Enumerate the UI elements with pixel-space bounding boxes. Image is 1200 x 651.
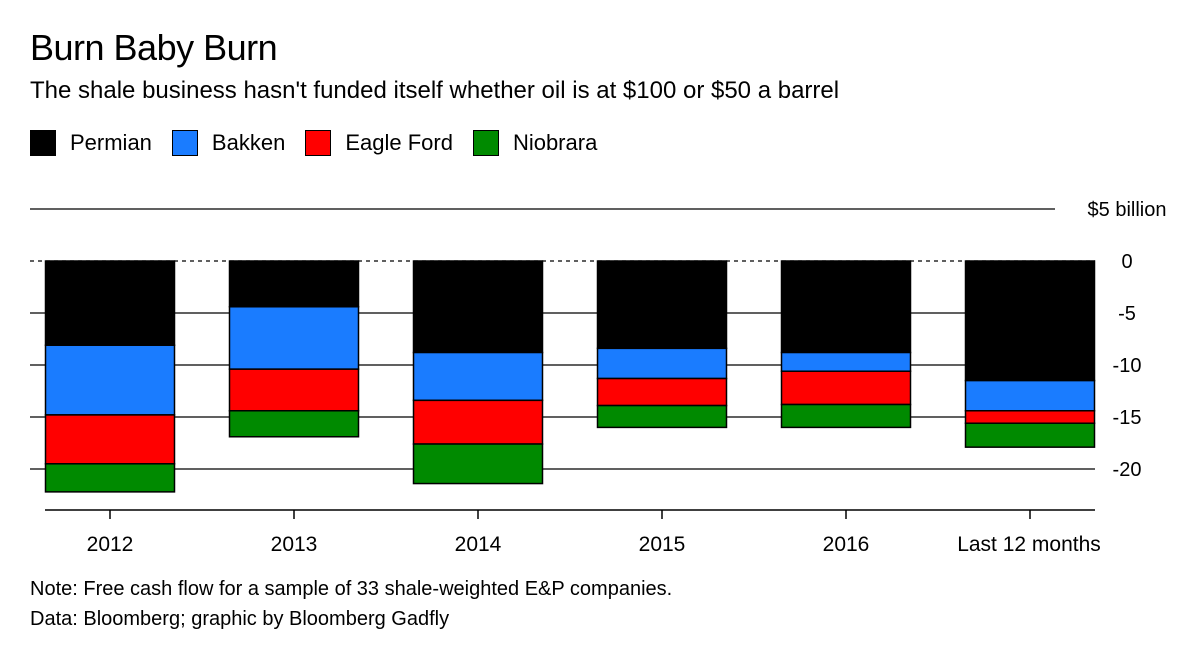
x-tick-label-2015: 2015	[639, 533, 686, 556]
bar-2013-niobrara	[228, 410, 360, 438]
bar-2012-niobrara	[44, 463, 176, 493]
bar-2012-bakken	[44, 344, 176, 416]
bar-2015-niobrara	[596, 404, 728, 429]
x-tick-label-2014: 2014	[455, 533, 502, 556]
legend-label-permian: Permian	[70, 130, 152, 155]
y-tick-label-10: -10	[1113, 355, 1142, 377]
legend-item-niobrara: Niobrara	[472, 128, 598, 158]
y-tick-label-5: -5	[1118, 303, 1136, 325]
bar-2013-bakken	[228, 306, 360, 370]
y-tick-label-20: -20	[1113, 459, 1142, 481]
legend-label-niobrara: Niobrara	[512, 130, 598, 155]
note-text: Note: Free cash flow for a sample of 33 …	[30, 578, 673, 600]
bar-2014-niobrara	[412, 443, 544, 485]
x-tick-label-2013: 2013	[271, 533, 318, 556]
source-text: Data: Bloomberg; graphic by Bloomberg Ga…	[30, 608, 450, 630]
y-tick-label-5-billion: $5 billion	[1088, 199, 1167, 221]
y-tick-label-0: 0	[1121, 251, 1132, 273]
bar-2016-niobrara	[780, 403, 912, 429]
legend-swatch-permian	[30, 130, 56, 156]
chart-notes: Note: Free cash flow for a sample of 33 …	[30, 574, 672, 634]
bar-2012-eagle-ford	[44, 414, 176, 465]
legend-swatch-eagle-ford	[305, 130, 332, 156]
bar-last-12-months-permian	[964, 260, 1096, 382]
bar-2016-permian	[780, 260, 912, 354]
bar-2016-bakken	[780, 351, 912, 372]
bar-2012-permian	[44, 260, 176, 346]
legend-swatch-bakken	[171, 130, 198, 156]
legend-swatch-niobrara	[472, 130, 499, 156]
x-tick-label-2016: 2016	[823, 533, 870, 556]
bar-2015-permian	[596, 260, 728, 350]
bar-2013-permian	[228, 260, 360, 308]
bar-last-12-months-niobrara	[964, 422, 1096, 448]
chart-subtitle: The shale business hasn't funded itself …	[30, 77, 840, 104]
legend: Permian Bakken Eagle Ford Niobrara	[30, 128, 617, 158]
x-tick-label-2012: 2012	[87, 533, 134, 556]
legend-item-permian: Permian	[30, 128, 152, 158]
x-tick-label-last-12-months: Last 12 months	[957, 533, 1101, 556]
y-tick-label-15: -15	[1113, 407, 1142, 429]
bar-2014-eagle-ford	[412, 399, 544, 445]
bars	[44, 260, 1096, 493]
legend-label-bakken: Bakken	[211, 130, 286, 155]
legend-item-eagle-ford: Eagle Ford	[305, 128, 453, 158]
legend-item-bakken: Bakken	[171, 128, 286, 158]
bar-2014-bakken	[412, 351, 544, 402]
legend-label-eagle-ford: Eagle Ford	[345, 130, 453, 155]
bar-2014-permian	[412, 260, 544, 354]
bar-2015-eagle-ford	[596, 377, 728, 407]
bar-2015-bakken	[596, 347, 728, 380]
bar-2013-eagle-ford	[228, 368, 360, 412]
chart-title: Burn Baby Burn	[30, 27, 278, 68]
bar-last-12-months-bakken	[964, 379, 1096, 412]
bar-last-12-months-eagle-ford	[964, 410, 1096, 424]
bar-2016-eagle-ford	[780, 370, 912, 406]
